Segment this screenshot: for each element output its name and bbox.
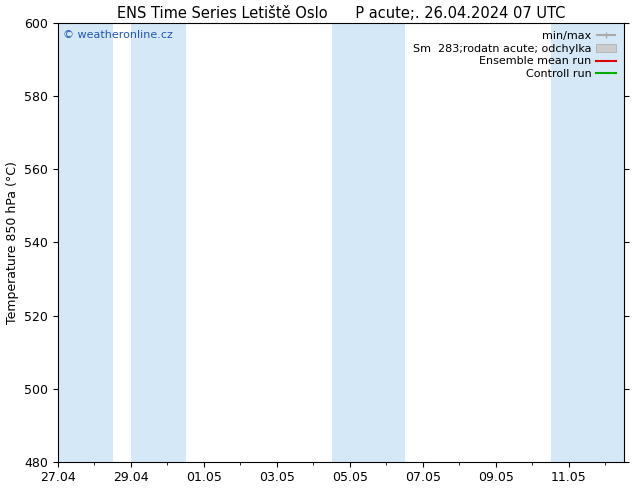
Y-axis label: Temperature 850 hPa (°C): Temperature 850 hPa (°C) (6, 161, 18, 324)
Bar (332, 23, 404, 462)
Title: ENS Time Series Letiště Oslo      P acute;. 26.04.2024 07 UTC: ENS Time Series Letiště Oslo P acute;. 2… (117, 5, 565, 21)
Text: © weatheronline.cz: © weatheronline.cz (63, 30, 173, 40)
Bar (131, 23, 186, 462)
Bar (550, 23, 624, 462)
Bar (58, 23, 113, 462)
Legend: min/max, Sm  283;rodatn acute; odchylka, Ensemble mean run, Controll run: min/max, Sm 283;rodatn acute; odchylka, … (408, 26, 620, 84)
